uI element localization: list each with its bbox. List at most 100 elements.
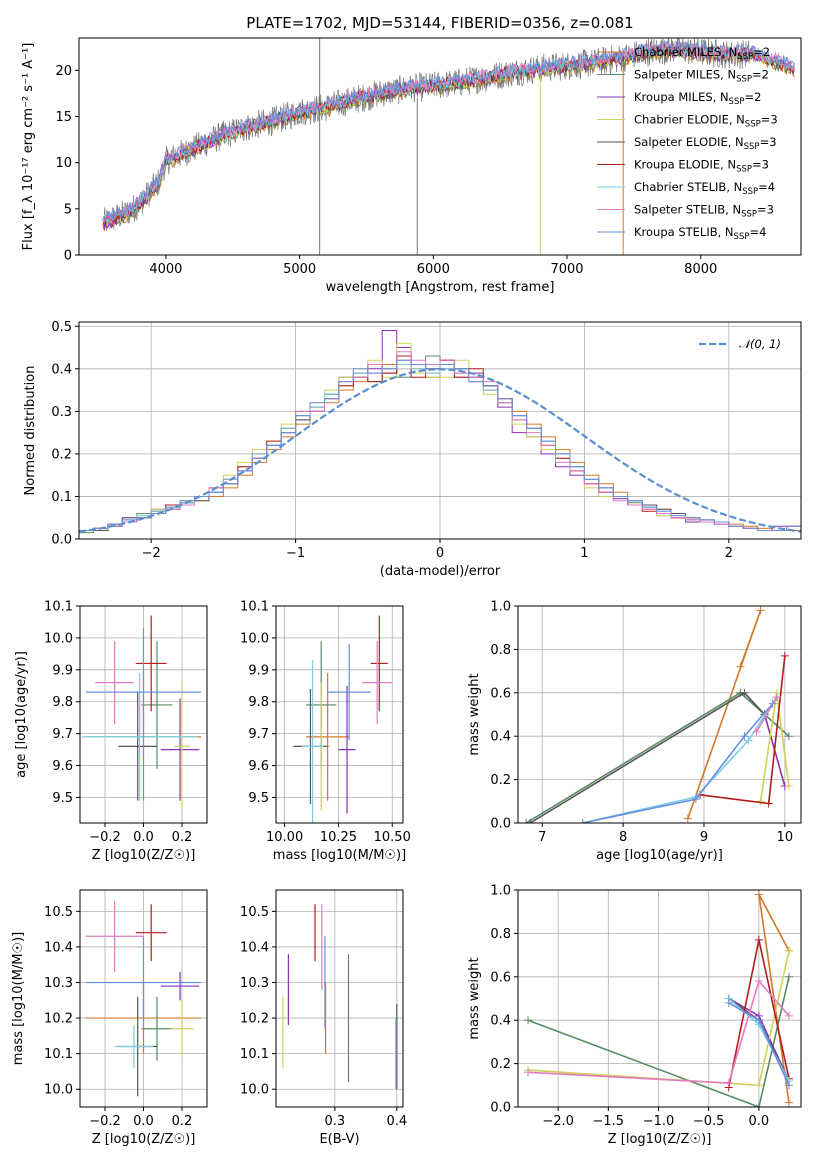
x-tick-label: −0.5 — [693, 1114, 725, 1129]
weight-marker — [526, 819, 535, 823]
y-tick-label: 0.8 — [490, 927, 511, 942]
weight-line — [699, 655, 786, 805]
legend-label: Kroupa MILES, NSSP=2 — [634, 90, 761, 107]
x-axis-label: age [log10(age/yr)] — [596, 848, 723, 863]
legend-label: Kroupa ELODIE, NSSP=3 — [634, 158, 769, 175]
weight-marker — [578, 819, 587, 823]
x-tick-label: 0.0 — [749, 1114, 770, 1129]
x-tick-label: 10 — [777, 830, 794, 845]
y-axis-label: mass weight — [467, 957, 482, 1039]
x-axis-label: (data-model)/error — [380, 564, 501, 579]
x-tick-label: −2 — [142, 546, 161, 561]
x-axis-label: mass [log10(M/M☉)] — [273, 848, 406, 863]
y-tick-label: 10.0 — [240, 631, 269, 646]
y-tick-label: 0.0 — [490, 1101, 511, 1116]
y-tick-label: 10.1 — [240, 1047, 269, 1062]
legend-label: Chabrier MILES, NSSP=2 — [634, 45, 770, 62]
x-tick-label: 7000 — [550, 262, 583, 277]
normal-curve — [79, 368, 801, 533]
weight-line — [755, 696, 778, 733]
legend: Chabrier MILES, NSSP=2 Salpeter MILES, NS… — [597, 45, 778, 242]
legend-label: Chabrier ELODIE, NSSP=3 — [634, 113, 778, 130]
weight-marker — [754, 1081, 763, 1090]
x-tick-label: 0.0 — [133, 830, 154, 845]
plot-area — [79, 330, 801, 539]
y-tick-label: 0.2 — [490, 1057, 511, 1072]
y-tick-label: 9.8 — [248, 695, 269, 710]
legend-label: Salpeter STELIB, NSSP=3 — [634, 203, 774, 220]
x-tick-label: −1.0 — [643, 1114, 675, 1129]
x-tick-label: 0.0 — [133, 1114, 154, 1129]
y-tick-label: 9.6 — [52, 759, 73, 774]
axes-frame — [79, 889, 208, 1108]
weight-marker — [784, 972, 793, 981]
chart-age-vs-mass: 10.00 10.25 10.50 9.5 9.6 9.7 9.8 9.9 10.0 10.1 ma… — [240, 600, 411, 864]
x-tick-label: −0.2 — [89, 1114, 121, 1129]
x-axis-label: E(B-V) — [319, 1132, 359, 1147]
y-axis-label: mass weight — [467, 673, 482, 755]
axes-frame — [517, 889, 802, 1108]
legend-label: 𝒩(0, 1) — [739, 337, 781, 351]
weight-marker — [784, 732, 793, 741]
y-tick-label: 10.5 — [240, 905, 269, 920]
legend-label: Salpeter ELODIE, NSSP=3 — [634, 135, 777, 152]
axes-frame — [78, 37, 802, 256]
weight-line — [527, 979, 790, 1084]
y-tick-label: 1.0 — [490, 884, 511, 899]
chart-weight-vs-age: 7 8 9 10 0.0 0.2 0.4 0.6 0.8 1.0 age [log10(age/yr… — [467, 600, 802, 863]
weight-marker — [754, 935, 763, 944]
weight-marker — [756, 797, 765, 806]
x-tick-label: 1 — [580, 546, 588, 561]
weight-line — [527, 976, 790, 1107]
y-tick-label: 9.6 — [248, 759, 269, 774]
y-tick-label: 10.0 — [44, 1083, 73, 1098]
y-tick-label: 10.4 — [240, 940, 269, 955]
x-tick-label: 10.50 — [374, 830, 411, 845]
weight-marker — [784, 1098, 793, 1107]
weight-marker — [784, 1011, 793, 1020]
y-tick-label: 10.5 — [44, 905, 73, 920]
y-tick-label: 0.4 — [51, 362, 72, 377]
x-tick-label: 5000 — [283, 262, 316, 277]
weight-marker — [752, 727, 761, 736]
y-tick-label: 10.1 — [240, 600, 269, 615]
y-tick-label: 10.0 — [44, 631, 73, 646]
weight-marker — [524, 1068, 533, 1077]
y-tick-label: 0.3 — [51, 405, 72, 420]
y-axis-label: age [log10(age/yr)] — [14, 651, 29, 778]
legend-label: Chabrier STELIB, NSSP=4 — [634, 180, 775, 197]
weight-marker — [740, 732, 749, 741]
weight-marker — [724, 998, 733, 1007]
weight-marker — [784, 1081, 793, 1090]
model-spectrum-8 — [102, 39, 795, 222]
y-tick-label: 0.4 — [490, 730, 511, 745]
chart-age-vs-Z: −0.2 0.0 0.2 9.5 9.6 9.7 9.8 9.9 10.0 10.1 Z [log1… — [14, 600, 208, 863]
y-tick-label: 5 — [64, 202, 72, 217]
y-axis-label: Flux [f_λ 10⁻¹⁷ erg cm⁻² s⁻¹ A⁻¹] — [21, 43, 36, 251]
chart-spectrum: 4000 5000 6000 7000 8000 0 5 10 15 20 wavelength [… — [21, 37, 802, 295]
x-tick-label: 8000 — [684, 262, 717, 277]
y-tick-label: 10.1 — [44, 1047, 73, 1062]
y-axis-label: mass [log10(M/M☉)] — [11, 932, 26, 1065]
x-tick-label: −2.0 — [542, 1114, 574, 1129]
y-tick-label: 1.0 — [490, 600, 511, 615]
y-tick-label: 0.4 — [490, 1014, 511, 1029]
x-tick-label: 7 — [538, 830, 546, 845]
y-tick-label: 9.7 — [248, 727, 269, 742]
weight-line — [582, 696, 778, 823]
x-tick-label: 2 — [725, 546, 733, 561]
y-axis-label: Normed distribution — [23, 366, 38, 496]
y-tick-label: 0 — [64, 249, 72, 264]
x-tick-label: −1 — [286, 546, 305, 561]
axes-frame — [78, 321, 802, 540]
weight-marker — [691, 795, 700, 804]
x-axis-label: Z [log10(Z/Z☉)] — [608, 1132, 712, 1147]
x-tick-label: 4000 — [149, 262, 182, 277]
y-tick-label: 9.5 — [52, 791, 73, 806]
weight-marker — [754, 1016, 763, 1025]
x-tick-label: 9 — [700, 830, 708, 845]
y-tick-label: 0.8 — [490, 643, 511, 658]
y-tick-label: 0.1 — [51, 490, 72, 505]
axes-frame — [79, 605, 208, 824]
